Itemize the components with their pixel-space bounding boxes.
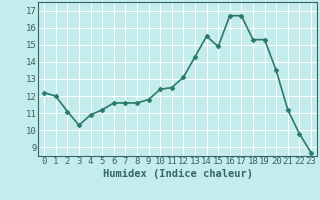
X-axis label: Humidex (Indice chaleur): Humidex (Indice chaleur) <box>103 169 252 179</box>
